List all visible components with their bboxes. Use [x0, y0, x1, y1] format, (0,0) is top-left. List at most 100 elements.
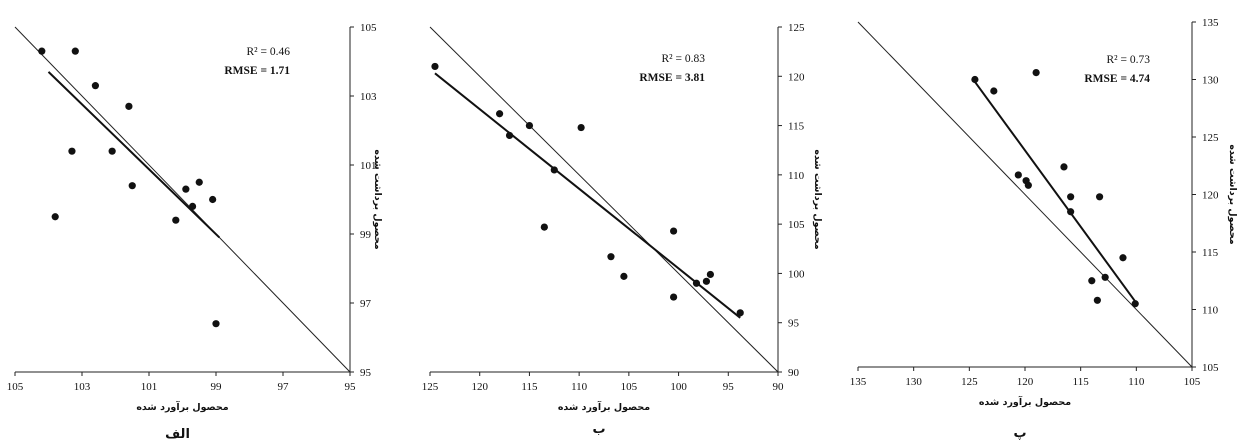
y-tick-label: 120	[788, 71, 805, 83]
data-point	[1067, 208, 1075, 216]
data-point	[1093, 296, 1101, 304]
data-point	[108, 147, 116, 155]
data-point	[692, 279, 701, 287]
data-point	[1014, 171, 1022, 179]
x-axis-title: محصول برآورد شده	[979, 395, 1071, 408]
data-point	[540, 223, 548, 231]
data-point	[1067, 193, 1075, 201]
r-squared-label: R² = 0.73	[1107, 54, 1151, 66]
data-point	[188, 202, 197, 210]
panel-label: الف	[165, 427, 190, 442]
y-tick-label: 90	[788, 367, 800, 379]
data-point	[736, 309, 744, 317]
data-point	[1095, 193, 1104, 201]
r-squared-label: R² = 0.83	[662, 53, 706, 65]
data-point	[702, 277, 711, 285]
data-point	[71, 47, 79, 55]
data-point	[38, 47, 46, 55]
x-tick-label: 90	[773, 381, 785, 393]
data-point	[706, 270, 714, 279]
data-point	[1101, 273, 1109, 281]
data-point	[496, 110, 504, 118]
y-tick-label: 99	[360, 229, 372, 241]
data-point	[1131, 300, 1139, 308]
y-tick-label: 125	[788, 22, 805, 34]
x-tick-label: 130	[905, 376, 922, 388]
x-tick-label: 125	[961, 376, 978, 388]
data-point	[172, 216, 180, 224]
data-point	[209, 195, 217, 204]
data-point	[607, 253, 615, 261]
data-point	[990, 87, 998, 95]
data-point	[971, 75, 979, 84]
r-squared-label: R² = 0.46	[247, 46, 291, 58]
data-point	[670, 293, 678, 301]
data-point	[525, 121, 534, 130]
data-point	[212, 320, 220, 328]
y-tick-label: 115	[1202, 247, 1219, 259]
data-point	[182, 185, 190, 193]
data-point	[91, 82, 99, 90]
y-tick-label: 130	[1202, 75, 1219, 87]
rmse-label: RMSE = 4.74	[1084, 73, 1150, 85]
x-tick-label: 110	[1128, 376, 1145, 388]
x-tick-label: 105	[1184, 376, 1201, 388]
y-axis-title: محصول برداشت شده	[372, 149, 383, 249]
data-point	[128, 182, 136, 190]
y-tick-label: 135	[1202, 17, 1219, 29]
data-point	[577, 123, 585, 132]
regression-line	[47, 71, 221, 239]
x-tick-label: 120	[471, 381, 488, 393]
regression-line	[974, 81, 1137, 303]
data-point	[620, 272, 628, 280]
y-tick-label: 97	[360, 298, 372, 310]
panel-label: پ	[1013, 426, 1026, 441]
data-point	[68, 147, 76, 155]
y-axis-title: محصول برداشت شده	[1227, 144, 1238, 244]
y-tick-label: 105	[788, 219, 805, 231]
x-tick-label: 99	[211, 381, 223, 393]
data-point	[505, 131, 514, 140]
regression-line	[434, 72, 741, 319]
data-point	[195, 178, 203, 186]
data-point	[51, 213, 59, 221]
y-tick-label: 120	[1202, 190, 1219, 202]
data-point	[1024, 181, 1032, 189]
x-tick-label: 120	[1017, 376, 1034, 388]
x-tick-label: 115	[1073, 376, 1090, 388]
one-to-one-line	[857, 21, 1193, 368]
x-axis-title: محصول برآورد شده	[136, 400, 228, 413]
y-tick-label: 95	[360, 367, 372, 379]
y-tick-label: 105	[360, 22, 377, 34]
data-point	[670, 227, 678, 235]
panel-label: ب	[592, 422, 605, 437]
x-tick-label: 135	[850, 376, 867, 388]
data-point	[125, 102, 133, 110]
one-to-one-line	[429, 26, 779, 373]
x-tick-label: 115	[521, 381, 538, 393]
x-tick-label: 103	[74, 381, 91, 393]
data-point	[550, 166, 558, 174]
y-tick-label: 110	[788, 170, 805, 182]
rmse-label: RMSE = 3.81	[639, 72, 705, 84]
x-tick-label: 95	[723, 381, 735, 393]
x-axis-title: محصول برآورد شده	[558, 400, 650, 413]
x-tick-label: 125	[422, 381, 439, 393]
y-tick-label: 101	[360, 160, 377, 172]
rmse-label: RMSE = 1.71	[224, 65, 290, 77]
data-point	[1088, 277, 1096, 285]
x-tick-label: 97	[278, 381, 290, 393]
data-point	[431, 62, 439, 71]
y-tick-label: 103	[360, 91, 377, 103]
data-point	[1032, 69, 1040, 77]
y-tick-label: 110	[1202, 305, 1219, 317]
x-tick-label: 110	[571, 381, 588, 393]
y-tick-label: 125	[1202, 132, 1219, 144]
x-tick-label: 105	[621, 381, 638, 393]
y-tick-label: 95	[788, 318, 800, 330]
x-tick-label: 105	[7, 381, 24, 393]
x-tick-label: 100	[670, 381, 687, 393]
